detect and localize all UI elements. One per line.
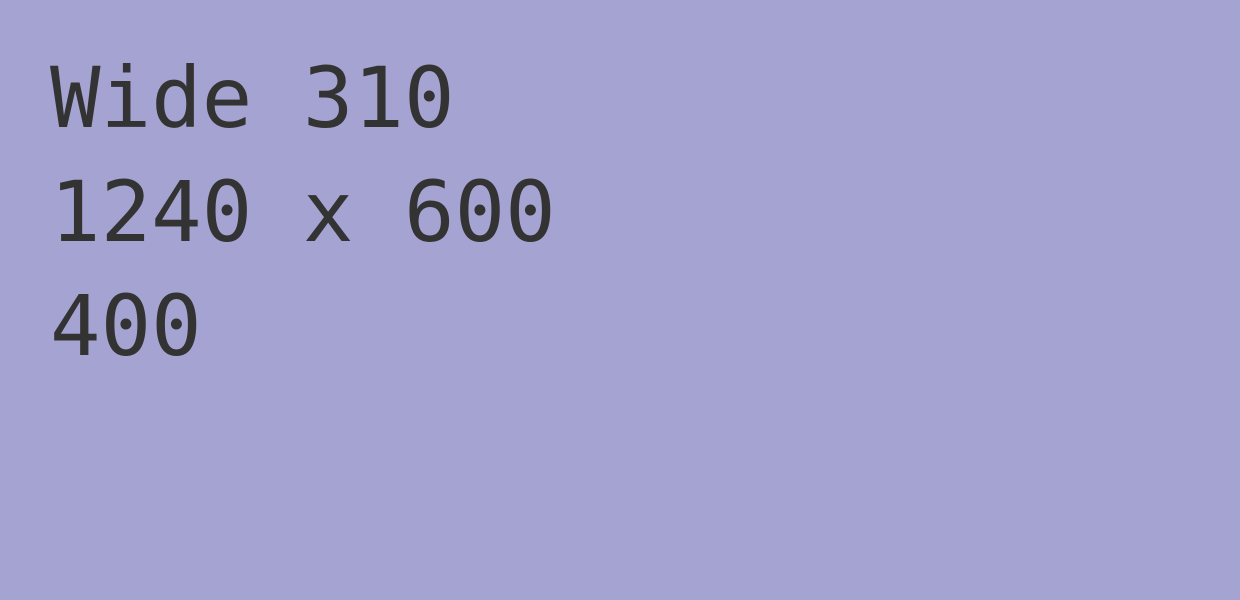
- caption-line-3: 400: [50, 277, 202, 375]
- caption-line-1: Wide 310: [50, 49, 455, 147]
- dimensions-line: 1240 x 600: [50, 163, 556, 261]
